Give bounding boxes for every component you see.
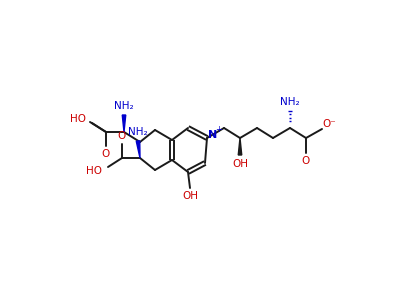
Text: NH₂: NH₂ bbox=[128, 127, 148, 137]
Text: O: O bbox=[118, 131, 126, 141]
Polygon shape bbox=[238, 138, 242, 155]
Text: O: O bbox=[102, 149, 110, 159]
Polygon shape bbox=[122, 115, 126, 132]
Text: O⁻: O⁻ bbox=[322, 119, 336, 129]
Text: NH₂: NH₂ bbox=[280, 97, 300, 107]
Text: +: + bbox=[216, 125, 222, 134]
Text: OH: OH bbox=[182, 191, 198, 201]
Text: NH₂: NH₂ bbox=[114, 101, 134, 111]
Polygon shape bbox=[136, 141, 140, 158]
Text: N: N bbox=[208, 130, 218, 140]
Text: HO: HO bbox=[86, 166, 102, 176]
Text: OH: OH bbox=[232, 159, 248, 169]
Text: HO: HO bbox=[70, 114, 86, 124]
Text: O: O bbox=[302, 156, 310, 166]
